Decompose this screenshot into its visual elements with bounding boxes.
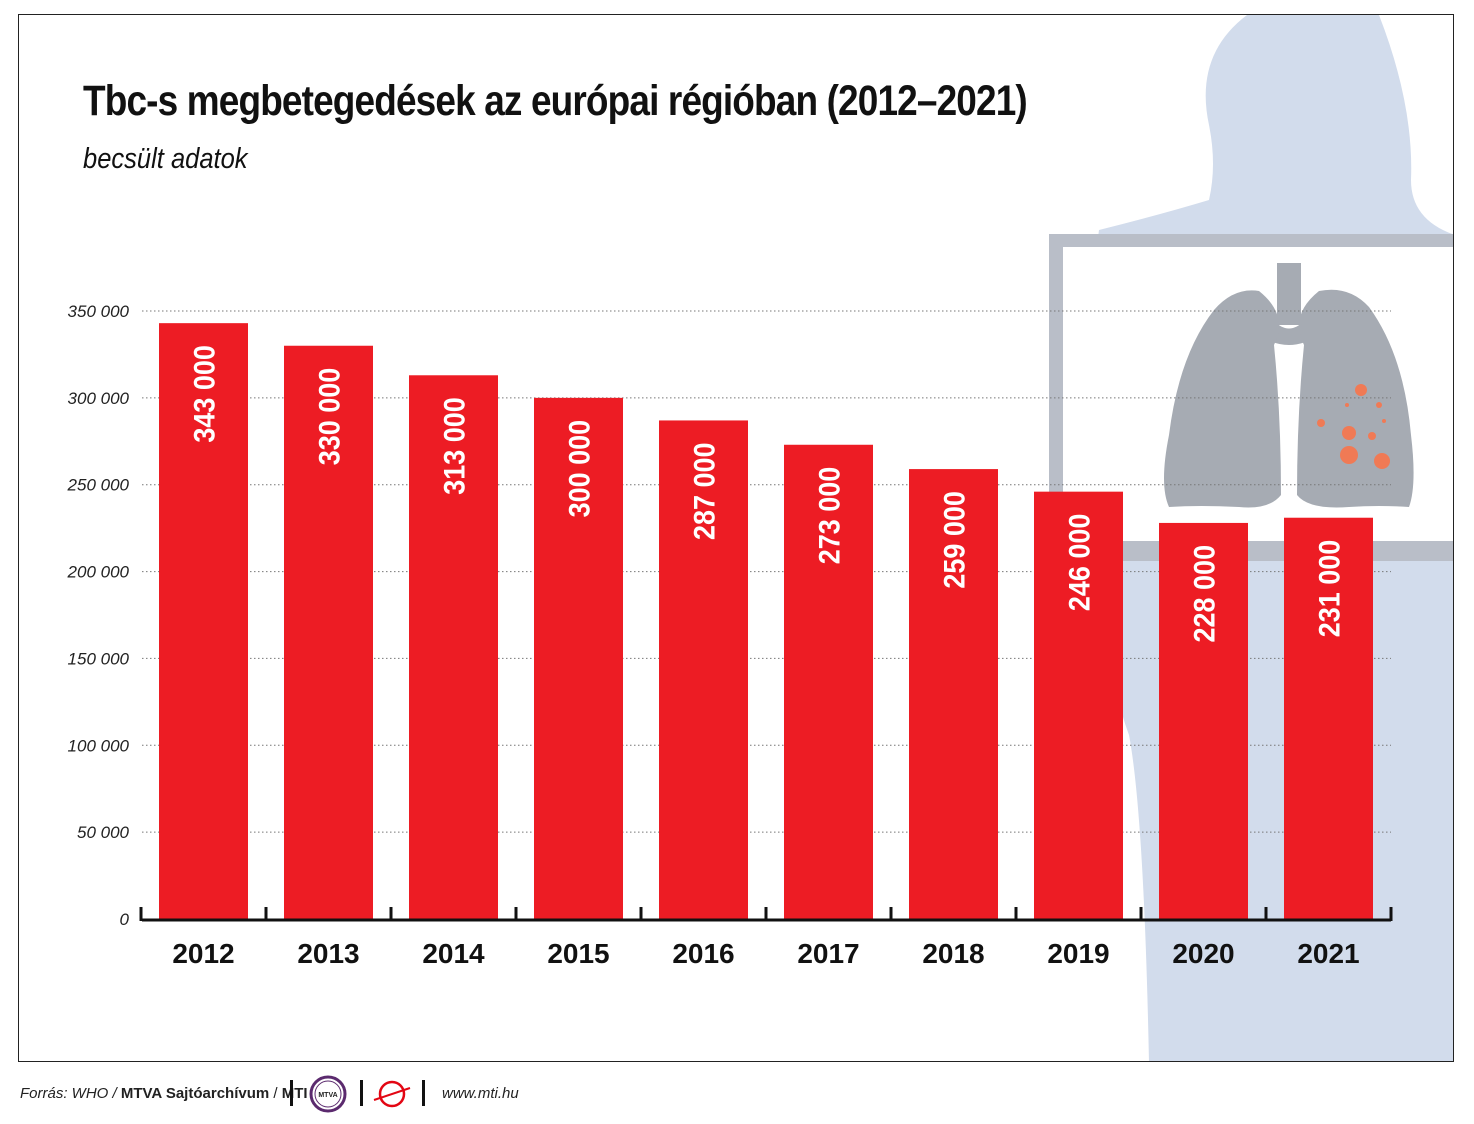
x-tick-label: 2014 bbox=[422, 938, 485, 969]
lesions-icon bbox=[1317, 384, 1390, 469]
x-tick-label: 2013 bbox=[297, 938, 359, 969]
source-org: MTVA Sajtóarchívum bbox=[120, 1085, 270, 1102]
y-tick-label: 250 000 bbox=[67, 476, 130, 495]
source-separator: / bbox=[269, 1085, 282, 1102]
bar-2012 bbox=[159, 323, 248, 919]
mti-logo-icon bbox=[373, 1080, 411, 1108]
x-axis bbox=[139, 907, 1393, 922]
bar-2015 bbox=[534, 397, 623, 919]
bar-value-labels: 343 000 330 000 313 000 300 000 287 000 273 0… bbox=[188, 345, 1347, 642]
bar-value-label: 259 000 bbox=[938, 491, 972, 589]
y-tick-label: 350 000 bbox=[68, 302, 130, 321]
x-tick-label: 2012 bbox=[172, 938, 234, 969]
x-axis-labels: 2012 2013 2014 2015 2016 2017 2018 2019 2020 2021 bbox=[172, 938, 1359, 969]
footer-divider bbox=[360, 1080, 363, 1106]
x-tick-label: 2018 bbox=[922, 938, 984, 969]
bar-2017 bbox=[784, 444, 873, 919]
bar-2014 bbox=[409, 375, 498, 919]
bar-value-label: 228 000 bbox=[1188, 545, 1222, 643]
chart-title: Tbc-s megbetegedések az európai régióban… bbox=[83, 77, 1028, 125]
y-tick-label: 200 000 bbox=[67, 563, 130, 582]
x-tick-label: 2021 bbox=[1297, 938, 1359, 969]
left-lung bbox=[1164, 290, 1281, 508]
footer-url[interactable]: www.mti.hu bbox=[442, 1085, 519, 1102]
source-prefix: Forrás: WHO / bbox=[20, 1085, 121, 1102]
bar-2019 bbox=[1034, 491, 1123, 919]
x-tick-label: 2015 bbox=[547, 938, 609, 969]
x-tick-label: 2020 bbox=[1172, 938, 1234, 969]
bars bbox=[159, 323, 1373, 919]
infographic-frame: Tbc-s megbetegedések az európai régióban… bbox=[18, 14, 1454, 1062]
y-tick-label: 150 000 bbox=[68, 649, 130, 668]
y-tick-label: 50 000 bbox=[77, 823, 130, 842]
bar-2021 bbox=[1284, 517, 1373, 919]
x-tick-label: 2017 bbox=[797, 938, 859, 969]
footer: Forrás: WHO / MTVA Sajtóarchívum / MTI M… bbox=[18, 1068, 1454, 1118]
bar-value-label: 273 000 bbox=[813, 467, 847, 565]
mtva-logo-text: MTVA bbox=[318, 1092, 337, 1099]
bar-2020 bbox=[1159, 522, 1248, 919]
chart-subtitle: becsült adatok bbox=[83, 143, 248, 175]
footer-divider bbox=[290, 1080, 293, 1106]
bar-value-label: 300 000 bbox=[563, 420, 597, 518]
source-line: Forrás: WHO / MTVA Sajtóarchívum / MTI bbox=[20, 1085, 308, 1102]
bar-2016 bbox=[659, 420, 748, 919]
bar-2018 bbox=[909, 469, 998, 919]
bar-value-label: 246 000 bbox=[1063, 514, 1097, 612]
bar-value-label: 231 000 bbox=[1313, 540, 1347, 638]
y-tick-label: 300 000 bbox=[68, 389, 130, 408]
x-tick-label: 2016 bbox=[672, 938, 734, 969]
mtva-logo-icon: MTVA bbox=[309, 1075, 347, 1113]
footer-divider bbox=[422, 1080, 425, 1106]
y-tick-label: 0 bbox=[120, 910, 130, 929]
source-agency: MTI bbox=[281, 1085, 308, 1102]
bar-value-label: 330 000 bbox=[313, 368, 347, 466]
bar-value-label: 343 000 bbox=[188, 345, 222, 443]
trachea bbox=[1277, 263, 1301, 325]
y-axis-ticks: 0 50 000 100 000 150 000 200 000 250 000 300 0… bbox=[67, 302, 130, 929]
bar-chart: 0 50 000 100 000 150 000 200 000 250 000 300 0… bbox=[67, 302, 1393, 969]
x-tick-label: 2019 bbox=[1047, 938, 1109, 969]
right-lung bbox=[1297, 289, 1414, 508]
bar-2013 bbox=[284, 345, 373, 919]
bar-value-label: 313 000 bbox=[438, 397, 472, 495]
y-tick-label: 100 000 bbox=[68, 736, 130, 755]
bar-value-label: 287 000 bbox=[688, 442, 722, 540]
